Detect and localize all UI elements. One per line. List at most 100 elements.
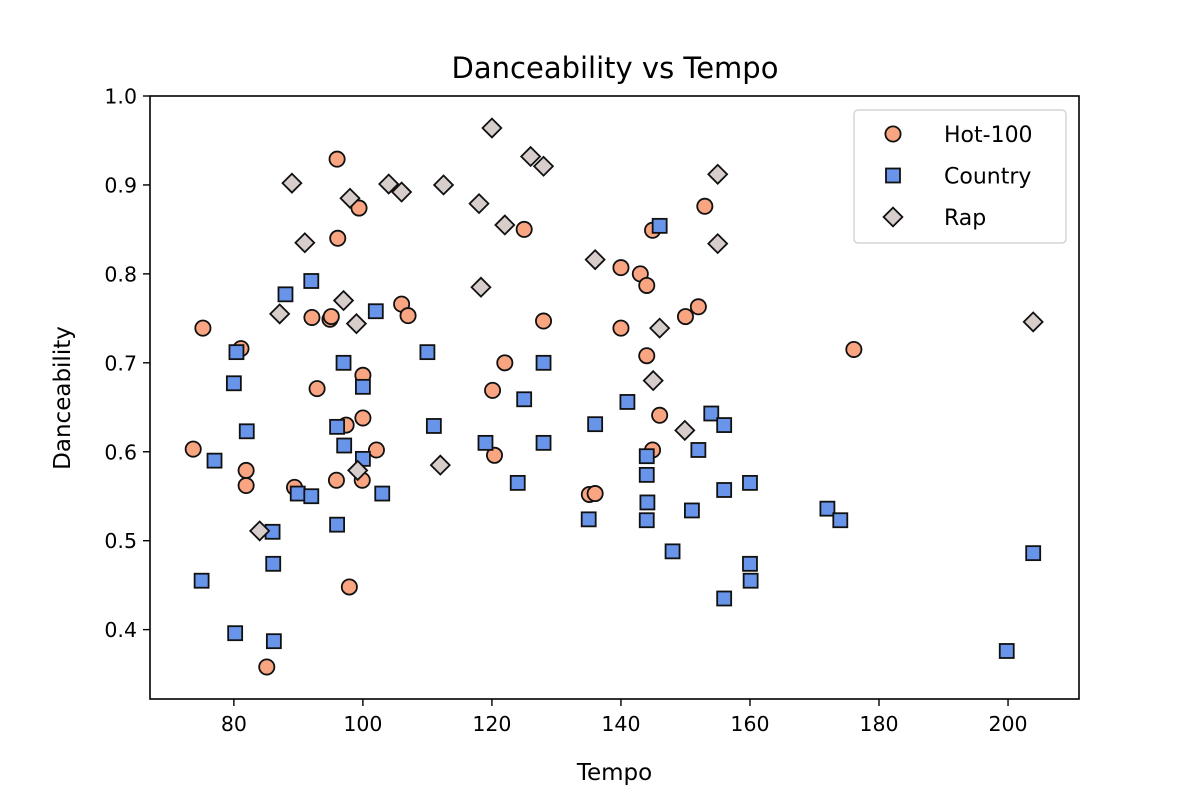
- data-point: [345, 313, 368, 335]
- legend-label: Hot-100: [944, 123, 1033, 148]
- data-point: [494, 214, 516, 236]
- data-point: [335, 354, 352, 371]
- data-point: [651, 217, 668, 234]
- data-points: [184, 117, 1044, 676]
- data-point: [515, 220, 533, 238]
- y-axis-label: Danceability: [50, 326, 76, 470]
- y-tick-label: 0.6: [104, 440, 137, 464]
- data-point: [496, 354, 514, 372]
- y-tick-label: 1.0: [104, 85, 137, 109]
- data-point: [390, 181, 413, 203]
- x-axis-label: Tempo: [576, 760, 652, 786]
- data-point: [519, 145, 542, 168]
- data-point: [281, 172, 303, 194]
- data-point: [535, 354, 552, 371]
- data-point: [535, 312, 553, 330]
- data-point: [237, 477, 255, 495]
- data-point: [277, 286, 294, 303]
- x-tick-label: 80: [221, 712, 247, 736]
- data-point: [303, 308, 321, 326]
- data-point: [193, 572, 210, 589]
- data-point: [642, 369, 664, 392]
- data-point: [237, 461, 255, 479]
- data-point: [690, 442, 707, 458]
- data-point: [703, 405, 720, 422]
- data-point: [249, 520, 271, 542]
- data-point: [638, 512, 655, 529]
- x-tick-label: 160: [730, 712, 769, 736]
- legend-label: Country: [944, 165, 1031, 190]
- data-point: [484, 381, 502, 399]
- data-point: [470, 276, 492, 298]
- data-point: [336, 437, 353, 454]
- data-point: [619, 394, 636, 410]
- y-tick-label: 0.5: [104, 529, 137, 553]
- data-point: [639, 494, 656, 511]
- x-tick-label: 120: [472, 712, 511, 736]
- x-tick-label: 200: [988, 712, 1027, 736]
- axis-ticks: 80 100 120 140 160 180 200 0.4 0.5 0.6 0.7 0.8 0.9 1.…: [104, 85, 1027, 737]
- series-hot-100: [184, 150, 863, 676]
- chart-title: Danceability vs Tempo: [452, 51, 779, 85]
- data-point: [707, 163, 729, 185]
- data-point: [228, 344, 245, 361]
- series-rap: [249, 117, 1044, 542]
- data-point: [716, 590, 733, 607]
- x-tick-label: 140: [601, 712, 640, 736]
- data-point: [265, 633, 282, 650]
- data-point: [587, 416, 604, 433]
- data-point: [206, 452, 223, 469]
- x-tick-label: 180: [859, 712, 898, 736]
- legend-marker: [885, 167, 901, 184]
- data-point: [684, 502, 700, 519]
- data-point: [332, 289, 355, 312]
- plot-frame: [149, 95, 1080, 700]
- data-point: [328, 150, 346, 168]
- data-point: [845, 340, 863, 358]
- legend: Hot-100 Country Rap: [853, 109, 1067, 244]
- data-point: [354, 409, 372, 427]
- data-point: [612, 319, 630, 337]
- y-tick-label: 0.7: [104, 351, 137, 375]
- y-tick-label: 0.9: [104, 173, 137, 197]
- series-country: [193, 217, 1042, 659]
- data-point: [532, 155, 555, 177]
- data-point: [1025, 545, 1042, 562]
- data-point: [432, 174, 455, 196]
- data-point: [535, 434, 552, 451]
- data-point: [742, 555, 758, 572]
- data-point: [674, 419, 696, 442]
- x-tick-label: 100: [343, 712, 382, 736]
- data-point: [350, 199, 368, 217]
- y-tick-label: 0.8: [104, 262, 137, 286]
- data-point: [367, 303, 384, 320]
- legend-marker: [882, 206, 904, 228]
- data-point: [194, 319, 212, 337]
- data-point: [580, 511, 597, 528]
- data-point: [347, 459, 369, 482]
- data-point: [340, 578, 358, 596]
- data-point: [294, 232, 316, 254]
- data-point: [676, 308, 694, 326]
- data-point: [638, 347, 656, 365]
- data-point: [638, 276, 656, 294]
- legend-box: [853, 109, 1067, 244]
- data-point: [998, 643, 1015, 659]
- data-point: [269, 303, 291, 325]
- data-point: [486, 446, 504, 464]
- data-point: [227, 625, 244, 642]
- data-point: [638, 466, 655, 483]
- data-point: [509, 474, 526, 491]
- data-point: [586, 485, 604, 503]
- data-point: [716, 417, 733, 433]
- data-point: [481, 117, 503, 139]
- data-point: [258, 658, 276, 676]
- data-point: [707, 232, 729, 255]
- data-point: [329, 418, 345, 435]
- legend-label: Rap: [944, 206, 986, 231]
- data-point: [225, 375, 242, 392]
- data-point: [742, 572, 759, 589]
- data-point: [819, 500, 836, 517]
- data-point: [716, 482, 733, 498]
- data-point: [1022, 311, 1044, 333]
